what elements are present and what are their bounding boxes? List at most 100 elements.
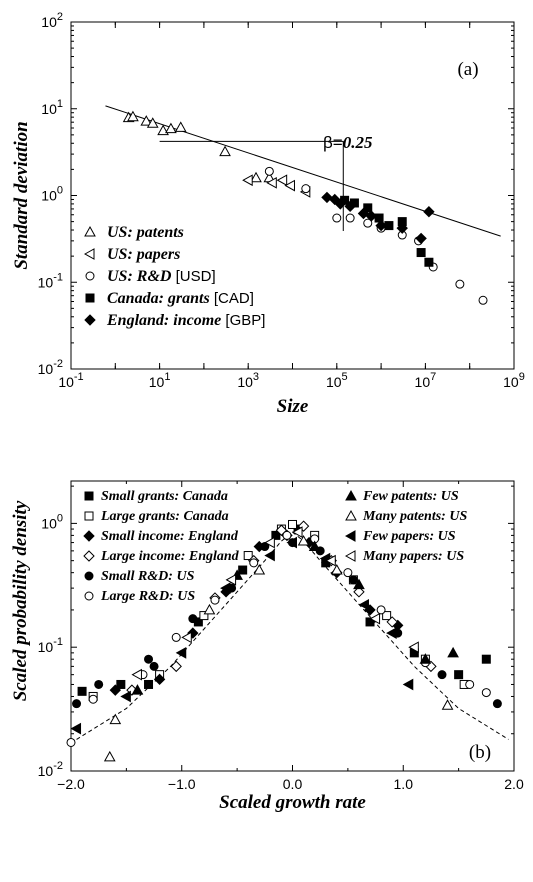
data-point: [345, 213, 355, 223]
legend-label: Canada: grants [CAD]: [107, 290, 254, 307]
legend-label: Few patents: US: [362, 489, 459, 504]
data-point: [419, 653, 432, 664]
legend-label: Large grants: Canada: [100, 509, 229, 524]
data-point: [402, 678, 414, 691]
y-tick-label: 100: [41, 185, 63, 204]
data-point: [253, 564, 266, 575]
data-point: [353, 586, 365, 598]
data-point: [203, 603, 216, 615]
data-point: [332, 213, 342, 223]
data-point: [144, 679, 154, 689]
data-point: [77, 686, 87, 696]
data-point: [181, 631, 192, 644]
data-point: [292, 526, 303, 538]
data-point: [210, 595, 220, 605]
y-axis-label: Standard deviation: [11, 121, 32, 269]
data-point: [353, 578, 365, 590]
data-point: [171, 632, 181, 642]
data-point: [238, 565, 248, 575]
data-point: [369, 612, 381, 625]
data-point: [282, 530, 292, 540]
data-point: [441, 699, 454, 710]
y-tick-label: 10-1: [38, 636, 63, 655]
fit-line: [105, 105, 501, 237]
slope-annotation: β=0.25: [323, 133, 373, 152]
data-point: [131, 684, 144, 695]
data-point: [220, 582, 231, 594]
legend-marker: [84, 591, 94, 601]
legend-label: Few papers: US: [362, 529, 456, 544]
data-point: [188, 614, 198, 624]
data-point: [264, 549, 275, 562]
data-point: [481, 688, 491, 698]
data-point: [344, 200, 356, 213]
legend-label: Many papers: US: [362, 549, 464, 564]
x-tick-label: 1.0: [394, 776, 414, 792]
y-tick-label: 10-1: [38, 271, 63, 290]
legend-label: Large R&D: US: [100, 589, 195, 604]
data-point: [165, 122, 177, 134]
legend-label: Small grants: Canada: [101, 489, 228, 504]
legend-label: US: patents: [107, 224, 184, 241]
data-point: [284, 179, 295, 192]
y-tick-label: 100: [41, 512, 63, 531]
x-axis-label: Size: [277, 396, 309, 417]
data-point: [321, 191, 333, 204]
data-point: [72, 699, 82, 709]
data-point: [264, 166, 274, 176]
data-point: [264, 536, 275, 549]
data-point: [175, 647, 187, 659]
data-point: [116, 679, 126, 689]
data-point: [242, 174, 253, 187]
legend-marker: [84, 491, 94, 501]
legend-label: England: income [GBP]: [106, 312, 265, 329]
data-point: [120, 690, 131, 703]
data-point: [382, 611, 392, 621]
data-point: [88, 694, 98, 704]
data-point: [454, 670, 464, 680]
data-point: [437, 670, 447, 680]
legend-marker: [83, 530, 95, 542]
data-point: [308, 540, 321, 552]
x-tick-label: −1.0: [168, 776, 196, 792]
data-point: [301, 184, 311, 194]
legend-marker: [84, 571, 94, 581]
data-point: [455, 279, 465, 289]
legend-marker: [84, 511, 94, 521]
y-tick-label: 10-2: [38, 760, 63, 779]
data-point: [276, 174, 288, 187]
data-point: [465, 679, 475, 689]
x-axis-label: Scaled growth rate: [219, 792, 366, 813]
legend-label: US: R&D [USD]: [107, 268, 216, 285]
data-point: [271, 530, 281, 540]
data-point: [131, 668, 142, 681]
data-point: [103, 750, 116, 762]
data-point: [109, 713, 122, 725]
legend-label: Large income: England: [100, 549, 240, 564]
data-point: [144, 654, 154, 664]
data-point: [146, 117, 159, 128]
data-point: [386, 616, 398, 628]
data-point: [408, 641, 419, 654]
data-point: [266, 176, 277, 189]
data-point: [174, 121, 187, 132]
slope-triangle: [159, 140, 344, 231]
chart-panel-b: −2.0 −1.0 0.0 1.0 2.0 10-2 10-1 100 Scaled growt…: [10, 480, 524, 813]
chart-panel-a: 10-1 101 103 105 107 10910-210-1100101102Size…: [11, 11, 525, 417]
data-point: [249, 558, 259, 568]
y-tick-label: 10-2: [38, 358, 63, 377]
legend-marker: [84, 314, 96, 326]
data-point: [447, 646, 459, 658]
data-point: [219, 145, 231, 157]
y-tick-label: 102: [41, 11, 63, 30]
data-point: [334, 198, 347, 210]
data-point: [481, 654, 491, 664]
data-point: [365, 617, 375, 627]
legend-marker: [345, 509, 357, 521]
legend-label: Small income: England: [101, 529, 239, 544]
x-tick-label: 10-1: [58, 371, 83, 390]
data-point: [286, 536, 297, 549]
data-point: [149, 661, 159, 671]
data-point: [250, 171, 262, 183]
